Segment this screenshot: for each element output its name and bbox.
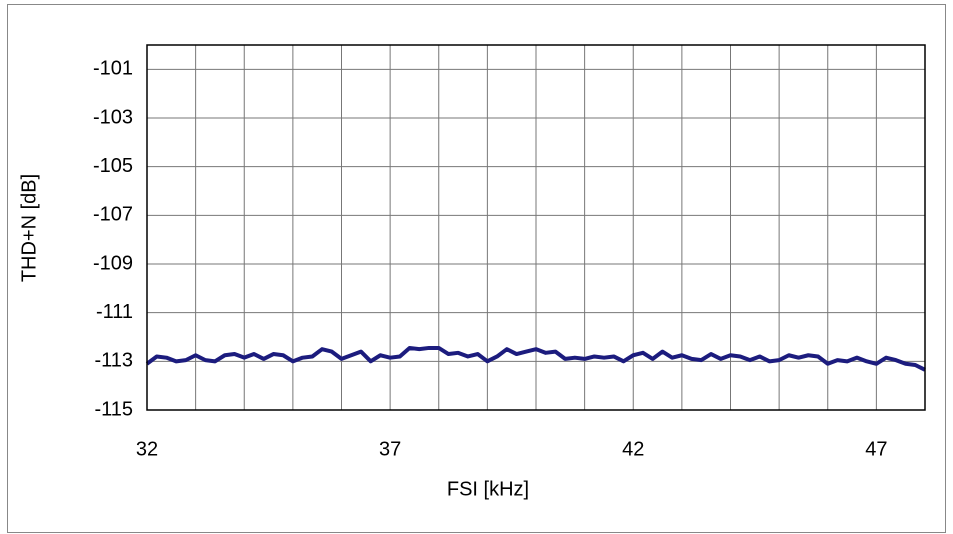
y-tick-label: -105 (93, 155, 133, 177)
y-tick-label: -115 (94, 398, 133, 420)
chart-border (7, 4, 946, 533)
y-axis-label: THD+N [dB] (18, 174, 40, 282)
y-tick-label: -107 (93, 204, 133, 226)
y-tick-label: -113 (94, 350, 133, 372)
y-tick-label: -103 (93, 106, 133, 128)
x-axis-label: FSI [kHz] (447, 478, 529, 500)
x-tick-label: 47 (865, 438, 887, 460)
y-tick-label: -111 (96, 301, 133, 323)
y-tick-label: -101 (93, 58, 133, 80)
x-tick-label: 32 (136, 438, 158, 460)
x-tick-label: 37 (379, 438, 401, 460)
x-tick-label: 42 (622, 438, 644, 460)
y-tick-label: -109 (93, 252, 133, 274)
plot-frame (146, 44, 926, 411)
data-line (145, 345, 926, 372)
